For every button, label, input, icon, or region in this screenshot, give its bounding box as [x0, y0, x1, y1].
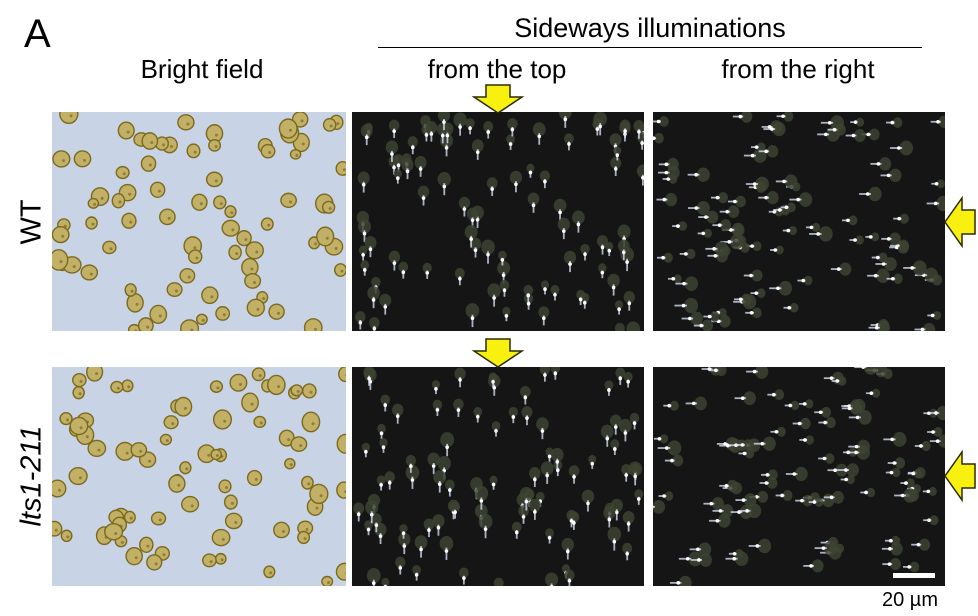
- illumination-arrow-left-icon: [944, 449, 976, 503]
- micrograph-wt-from-top: [352, 112, 644, 331]
- row-label-lts1-211: lts1-211: [15, 425, 48, 527]
- column-header-from-top: from the top: [427, 54, 567, 84]
- illumination-arrow-down-icon: [471, 84, 525, 114]
- column-header-from-right: from the right: [721, 54, 875, 84]
- micrograph-lts1-211-from-top: [352, 367, 644, 586]
- group-title-rule: [378, 47, 922, 48]
- micrograph-wt-from-right: [653, 112, 945, 331]
- scale-bar-label: 20 µm: [882, 589, 938, 611]
- row-label-wt: WT: [15, 199, 48, 245]
- micrograph-wt-bright-field: [52, 112, 346, 331]
- illumination-arrow-down-icon: [471, 338, 525, 368]
- illumination-arrow-left-icon: [944, 195, 976, 249]
- column-header-bright-field: Bright field: [140, 54, 264, 84]
- micrograph-lts1-211-from-right: [653, 367, 945, 586]
- panel-label: A: [24, 12, 51, 56]
- scale-bar: [893, 573, 935, 578]
- group-title: Sideways illuminations: [514, 13, 786, 43]
- micrograph-lts1-211-bright-field: [52, 367, 346, 586]
